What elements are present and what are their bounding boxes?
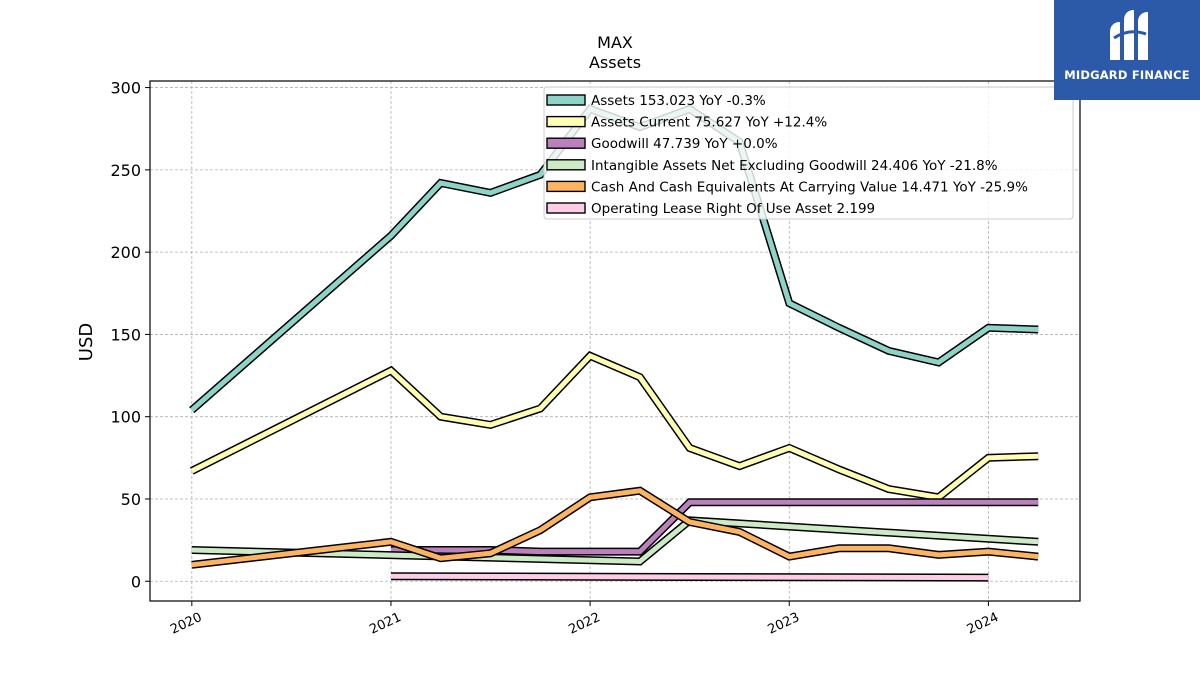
legend-entry: Cash And Cash Equivalents At Carrying Va… [591,179,1028,195]
series-line-outline [189,351,1039,502]
y-tick-label: 300 [110,79,141,98]
legend-entry: Intangible Assets Net Excluding Goodwill… [591,158,998,174]
y-tick-label: 250 [110,161,141,180]
y-tick-label: 200 [110,243,141,262]
series-line [190,352,1039,500]
legend: Assets 153.023 YoY -0.3% Assets Current 7… [543,86,1074,220]
series-cash-and-cash-equivalents-at-carrying-value [191,486,1039,569]
x-axis-ticks: 2020 2021 2022 2023 2024 [168,601,1001,638]
legend-entry: Operating Lease Right Of Use Asset 2.199 [591,201,875,217]
y-tick-label: 0 [131,572,141,591]
x-tick-label: 2020 [168,610,204,638]
legend-entry: Assets 153.023 YoY -0.3% [591,93,766,109]
legend-swatch [546,94,586,106]
y-tick-label: 100 [110,408,141,427]
series-assets-current [189,351,1039,502]
x-tick-label: 2022 [566,610,602,638]
series-intangible-assets-net-excluding-goodwill [191,516,1039,566]
legend-entry: Goodwill 47.739 YoY +0.0% [591,136,778,152]
series-line [191,517,1039,565]
x-tick-label: 2024 [965,610,1001,638]
y-axis-label: USD [76,323,97,361]
series-line [390,573,989,581]
series-operating-lease-right-of-use-asset [390,572,989,582]
x-tick-label: 2023 [766,610,802,638]
x-tick-label: 2021 [367,610,403,638]
chart-title: MAX [597,33,633,52]
legend-entry: Assets Current 75.627 YoY +12.4% [591,115,827,131]
series-lines [189,104,1039,582]
chart-subtitle: Assets [589,53,641,72]
plot-frame [149,80,1081,602]
y-tick-label: 50 [121,490,141,509]
legend-swatch [546,202,586,214]
y-axis-ticks: 0 50 100 150 200 250 300 [110,79,150,591]
series-line [191,488,1039,568]
legend-swatch [546,180,586,193]
legend-box [543,86,1074,220]
logo-text: MIDGARD FINANCE [1064,68,1190,82]
y-tick-label: 150 [110,325,141,344]
logo-mark-icon [1110,10,1148,60]
legend-swatch [546,115,586,128]
midgard-finance-logo: MIDGARD FINANCE [1054,0,1200,100]
legend-swatch [546,159,586,171]
legend-swatch [546,137,586,149]
